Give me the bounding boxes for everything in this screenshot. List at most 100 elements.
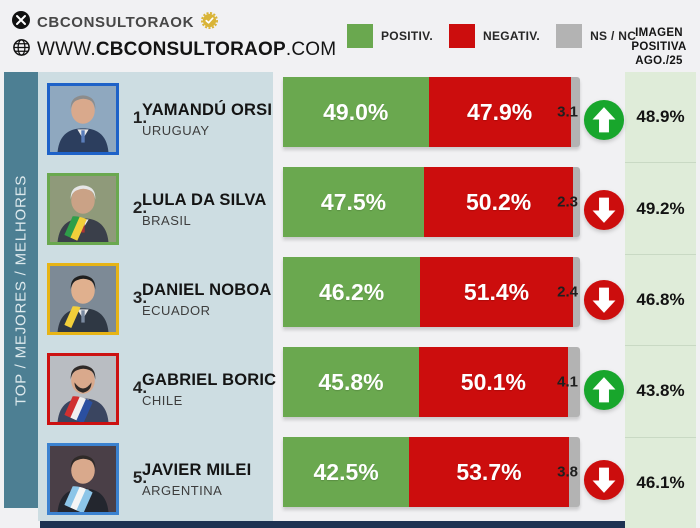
nsnc-segment [572,257,580,327]
negative-segment: 51.4% [420,257,573,327]
nsnc-segment [570,77,580,147]
nsnc-value: 2.3 [557,193,578,211]
negative-segment: 47.9% [428,77,571,147]
negative-value: 53.7% [456,458,522,485]
nsnc-value: 3.8 [557,463,578,481]
legend-item-positive: POSITIV. [347,24,433,48]
positive-segment: 45.8% [283,347,420,417]
trend-arrow-icon [583,369,625,411]
imagen-header-line1: IMAGEN [635,27,683,39]
president-photo [47,353,119,425]
legend: POSITIV. NEGATIV. NS / NC [347,24,636,48]
imagen-positiva-value: 49.2% [625,163,696,255]
globe-icon [12,38,31,62]
ranking-row: 4. GABRIEL BORIC CHILE 45.8% 50.1% 4.1 [38,346,630,436]
country-label: CHILE [142,393,183,408]
rank-number: 5. [132,468,148,487]
president-photo [47,443,119,515]
nsnc-value: 4.1 [557,373,578,391]
portrait-image [50,176,116,242]
approval-stacked-bar: 42.5% 53.7% 3.8 [283,437,580,507]
legend-item-nsnc: NS / NC [556,24,636,48]
legend-label-nsnc: NS / NC [590,29,637,43]
portrait-image [50,86,116,152]
president-name: LULA DA SILVA [142,191,267,209]
approval-stacked-bar: 45.8% 50.1% 4.1 [283,347,580,417]
legend-label-negative: NEGATIV. [482,29,541,43]
ranking-row: 3. DANIEL NOBOA ECUADOR 46.2% 51.4% 2.4 [38,256,630,346]
trend-arrow-icon [583,459,625,501]
positive-segment: 42.5% [283,437,410,507]
website-url: WWW.CBCONSULTORAOP.COM [37,39,337,60]
trend-arrow-icon [583,189,625,231]
positive-value: 47.5% [320,188,387,215]
sidebar-ranking-band: TOP / MEJORES / MELHORES [4,72,38,508]
positive-value: 46.2% [318,278,385,305]
rank-number: 2. [132,198,148,217]
negative-value: 51.4% [463,278,530,305]
rank-number: 3. [132,288,148,307]
imagen-positiva-value: 46.8% [625,255,696,347]
sidebar-title: TOP / MEJORES / MELHORES [12,174,30,406]
brand-header: CBCONSULTORAOK WWW.CBCONSULTORAOP.COM [12,11,336,62]
imagen-positiva-value: 43.8% [625,346,696,438]
positive-segment: 49.0% [283,77,429,147]
country-label: ARGENTINA [142,483,223,498]
nsnc-value: 2.4 [557,283,578,301]
negative-value: 47.9% [467,98,533,125]
negative-swatch [448,24,475,48]
negative-segment: 53.7% [409,437,569,507]
positive-segment: 46.2% [283,257,421,327]
bottom-cutoff-strip [40,521,630,528]
negative-segment: 50.1% [419,347,568,417]
ranking-row: 2. LULA DA SILVA BRASIL 47.5% 50.2% 2.3 [38,166,630,256]
negative-segment: 50.2% [424,167,574,237]
nsnc-value: 3.1 [557,103,578,121]
country-label: ECUADOR [142,303,211,318]
president-name: DANIEL NOBOA [142,281,272,299]
positive-value: 49.0% [323,98,389,125]
nsnc-segment [573,167,580,237]
positive-value: 42.5% [313,458,379,485]
imagen-positiva-value: 46.1% [636,472,685,492]
imagen-positiva-value: 48.9% [625,72,696,164]
nsnc-swatch [556,24,583,48]
imagen-header-line3: AGO./25 [635,54,683,67]
country-label: BRASIL [142,213,192,228]
account-name: CBCONSULTORAOK [37,14,195,31]
negative-value: 50.1% [460,368,527,395]
verified-badge-icon [201,11,219,34]
imagen-positiva-column: 48.9% 49.2% 46.8% 43.8% 46.1% [625,72,696,528]
president-name: YAMANDÚ ORSI [142,101,273,119]
approval-stacked-bar: 46.2% 51.4% 2.4 [283,257,580,327]
negative-value: 50.2% [466,188,532,215]
legend-item-negative: NEGATIV. [448,24,541,48]
nsnc-segment [568,437,580,507]
approval-stacked-bar: 49.0% 47.9% 3.1 [283,77,580,147]
president-name: GABRIEL BORIC [142,371,277,389]
president-name: JAVIER MILEI [142,461,252,479]
rank-number: 1. [132,108,148,127]
portrait-image [50,446,116,512]
approval-stacked-bar: 47.5% 50.2% 2.3 [283,167,580,237]
portrait-image [50,266,116,332]
ranking-row: 1. YAMANDÚ ORSI URUGUAY 49.0% 47.9% 3.1 [38,76,630,166]
positive-value: 45.8% [318,368,384,395]
country-label: URUGUAY [142,123,210,138]
trend-arrow-icon [583,279,625,321]
portrait-image [50,356,116,422]
imagen-header-line2: POSITIVA [631,40,687,53]
nsnc-segment [567,347,580,417]
president-photo [47,173,119,245]
positive-segment: 47.5% [283,167,425,237]
ranking-row: 5. JAVIER MILEI ARGENTINA 42.5% 53.7% 3.… [38,436,630,526]
x-social-icon [12,11,30,34]
positive-swatch [347,24,373,48]
imagen-positiva-header: IMAGEN POSITIVA AGO./25 [620,27,698,68]
trend-arrow-icon [583,99,625,141]
rank-number: 4. [132,378,148,397]
legend-label-positive: POSITIV. [381,29,433,43]
president-photo [47,83,119,155]
president-photo [47,263,119,335]
